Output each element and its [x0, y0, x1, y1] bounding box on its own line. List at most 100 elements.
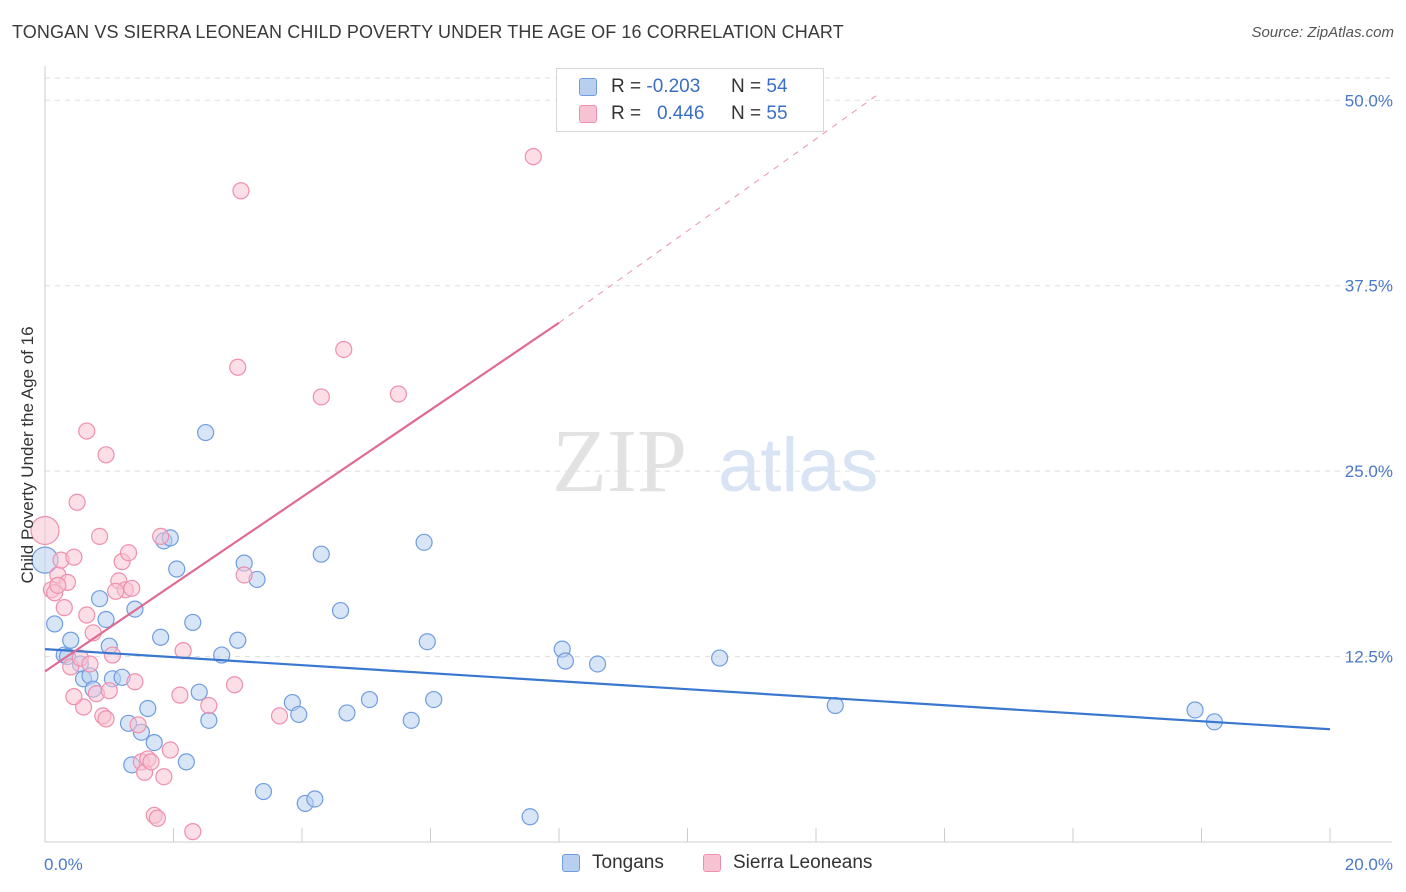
sierra-point — [78, 422, 96, 440]
sierra-point — [335, 340, 353, 359]
tongan-point — [331, 601, 350, 620]
tongan-point — [190, 683, 208, 701]
legend-swatch-sierra — [579, 105, 597, 123]
tongan-point — [415, 533, 433, 551]
sierra-point — [200, 696, 218, 715]
legend-r-value-tongans: -0.203 — [646, 76, 701, 97]
tongan-point — [588, 655, 607, 673]
watermark-zip: ZIP — [552, 412, 687, 511]
sierra-point — [65, 688, 83, 706]
sierra-point — [524, 148, 542, 166]
sierra-point — [30, 515, 60, 546]
sierra-point — [312, 388, 330, 406]
bottom-legend-label-sierra: Sierra Leoneans — [733, 852, 873, 873]
chart-source: Source: ZipAtlas.com — [1251, 24, 1394, 41]
tongan-point — [91, 590, 109, 608]
watermark-atlas: atlas — [718, 423, 879, 508]
tongan-point — [360, 690, 379, 709]
legend-r-value-sierra: 0.446 — [656, 103, 705, 124]
sierra-point — [232, 182, 250, 200]
bottom-legend-tongans: Tongans — [562, 852, 664, 874]
sierra-point — [148, 809, 167, 827]
tongan-point — [152, 628, 170, 646]
x-tick-label: 20.0% — [1345, 855, 1393, 874]
bottom-legend-swatch-sierra — [703, 854, 721, 872]
sierra-point — [389, 385, 407, 403]
y-tick-label: 12.5% — [1345, 648, 1393, 667]
sierra-point — [97, 446, 115, 464]
axes — [44, 66, 1392, 843]
tongan-point — [97, 610, 115, 629]
correlation-legend: R = -0.203 N = 54 R = 0.446 N = 55 — [556, 68, 824, 132]
bottom-legend-sierra: Sierra Leoneans — [703, 852, 872, 874]
tongan-point — [1186, 701, 1204, 719]
y-tick-label: 37.5% — [1345, 277, 1393, 296]
legend-r-label: R = — [611, 76, 642, 97]
tongan-point — [306, 790, 324, 808]
sierra-point — [55, 599, 73, 617]
sierra-points — [30, 148, 542, 841]
tongan-point — [425, 690, 443, 709]
tongan-point — [402, 711, 420, 729]
tongan-point — [711, 649, 729, 667]
legend-swatch-tongans — [579, 78, 597, 96]
sierra-point — [174, 642, 192, 660]
tongan-point — [312, 545, 330, 563]
legend-n-label: N = — [731, 76, 762, 97]
sierra-point — [100, 682, 118, 700]
sierra-point — [171, 686, 189, 704]
tongan-point — [177, 753, 195, 771]
tongan-point — [184, 613, 202, 632]
chart-title: TONGAN VS SIERRA LEONEAN CHILD POVERTY U… — [12, 22, 844, 42]
tongan-point — [139, 699, 157, 718]
sierra-point — [119, 544, 138, 562]
watermark: ZIP atlas — [552, 412, 879, 511]
tongan-point — [338, 704, 356, 722]
sierra-point — [161, 741, 179, 759]
y-tick-label: 25.0% — [1345, 462, 1393, 481]
sierra-trend-line — [44, 321, 560, 673]
sierra-point — [225, 676, 244, 694]
legend-r-label: R = — [611, 103, 642, 124]
sierra-point — [270, 707, 289, 725]
sierra-trend-extension — [558, 92, 881, 324]
tongan-point — [229, 631, 247, 649]
tongan-point — [418, 633, 436, 651]
sierra-point — [65, 548, 83, 566]
sierra-point — [81, 655, 99, 673]
tongan-point — [556, 652, 575, 670]
legend-n-value-sierra: 55 — [766, 103, 788, 124]
tongan-point — [197, 423, 215, 442]
sierra-point — [184, 823, 202, 841]
tongan-point — [62, 631, 80, 649]
trend-lines — [44, 92, 1331, 731]
tick-labels: 12.5% 25.0% 37.5% 50.0% 0.0% 20.0% — [44, 91, 1393, 874]
sierra-point — [123, 579, 141, 597]
tongan-point — [254, 782, 273, 801]
sierra-point — [129, 716, 147, 734]
tongan-point — [46, 615, 64, 633]
y-axis-label: Child Poverty Under the Age of 16 — [18, 326, 37, 583]
sierra-point — [229, 358, 247, 376]
sierra-point — [91, 527, 109, 546]
sierra-point — [155, 768, 173, 786]
sierra-point — [126, 673, 144, 691]
bottom-legend-label-tongans: Tongans — [592, 852, 664, 873]
legend-n-label: N = — [731, 103, 762, 124]
sierra-point — [68, 493, 86, 511]
sierra-point — [49, 576, 67, 594]
tongan-point — [145, 734, 163, 752]
legend-n-value-tongans: 54 — [766, 76, 788, 97]
sierra-point — [103, 646, 122, 664]
tongan-point — [826, 696, 844, 715]
sierra-point — [152, 527, 170, 546]
sierra-point — [107, 582, 125, 600]
sierra-point — [78, 606, 96, 624]
tongan-point — [290, 705, 308, 724]
legend-row-sierra: R = 0.446 N = 55 — [579, 102, 788, 126]
sierra-point — [97, 710, 115, 728]
tongan-point — [168, 560, 186, 578]
y-tick-label: 50.0% — [1345, 91, 1393, 110]
sierra-point — [235, 566, 253, 584]
